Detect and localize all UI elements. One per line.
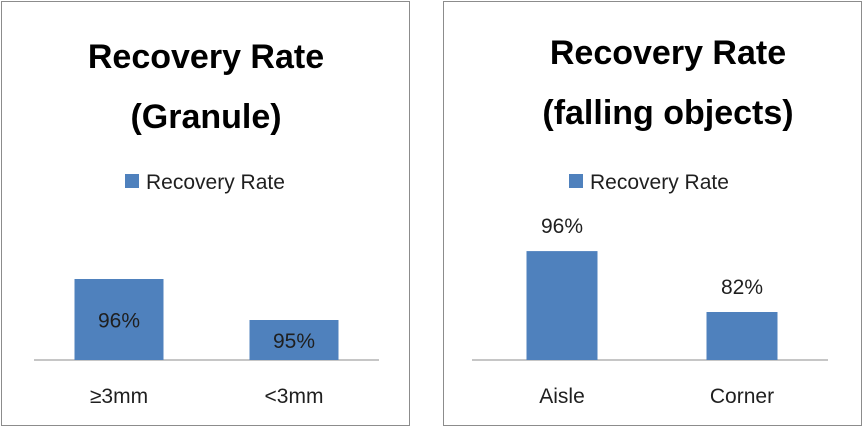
bar-1 (526, 251, 598, 360)
bar-2 (249, 320, 339, 360)
chart-granule: Recovery Rate (Granule) Recovery Rate 96… (34, 38, 379, 408)
legend-swatch (569, 174, 583, 188)
chart-title-line-2: (Granule) (130, 98, 281, 136)
x-tick-label-2: <3mm (265, 385, 324, 408)
chart-falling-objects: Recovery Rate (falling objects) Recovery… (472, 34, 828, 408)
legend-swatch (125, 174, 139, 188)
chart-title-line-1: Recovery Rate (88, 38, 324, 76)
bar-1 (74, 279, 164, 360)
x-tick-label-1: Aisle (539, 385, 585, 408)
legend-label: Recovery Rate (590, 171, 729, 194)
data-label-2: 82% (721, 276, 763, 299)
x-tick-label-2: Corner (710, 385, 774, 408)
chart-title-line-1: Recovery Rate (550, 34, 786, 72)
x-tick-label-1: ≥3mm (90, 385, 148, 408)
bar-2 (706, 312, 778, 360)
legend-label: Recovery Rate (146, 171, 285, 194)
data-label-1: 96% (98, 310, 140, 333)
chart-panel-falling-objects: Recovery Rate (falling objects) Recovery… (443, 1, 862, 426)
data-label-1: 96% (541, 215, 583, 238)
data-label-2: 95% (273, 330, 315, 353)
chart-title-line-2: (falling objects) (542, 94, 793, 132)
chart-panel-granule: Recovery Rate (Granule) Recovery Rate 96… (1, 1, 410, 426)
